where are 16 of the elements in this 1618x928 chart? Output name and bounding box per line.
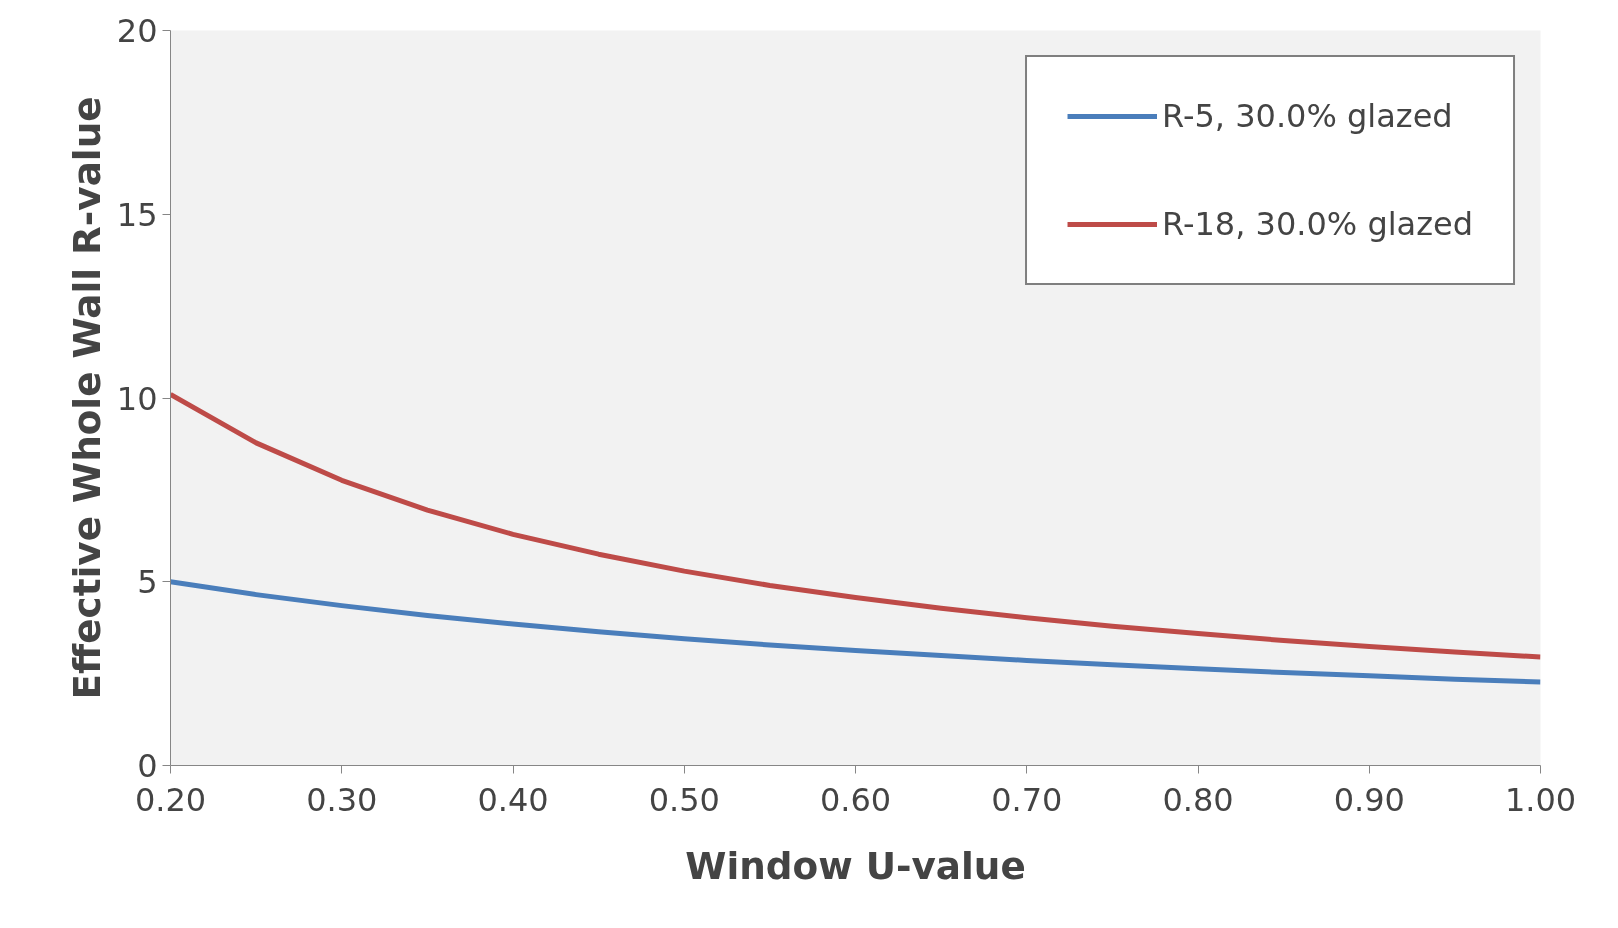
x-tick-label: 0.90 bbox=[1333, 780, 1405, 819]
x-tick-label: 0.50 bbox=[648, 780, 720, 819]
x-tick-label: 0.60 bbox=[819, 780, 892, 819]
x-tick-label: 0.40 bbox=[477, 780, 549, 819]
y-tick-label: 10 bbox=[116, 379, 158, 418]
y-tick-label: 15 bbox=[116, 195, 158, 234]
x-axis-title: Window U-value bbox=[685, 843, 1026, 888]
x-tick-label: 1.00 bbox=[1504, 780, 1577, 819]
x-tick-label: 0.30 bbox=[306, 780, 378, 819]
legend-label: R-5, 30.0% glazed bbox=[1162, 97, 1453, 135]
y-tick-label: 5 bbox=[137, 563, 158, 602]
legend-label: R-18, 30.0% glazed bbox=[1162, 205, 1473, 243]
y-axis-title: Effective Whole Wall R-value bbox=[64, 96, 109, 700]
x-tick-label: 0.80 bbox=[1162, 780, 1234, 819]
x-tick-label: 0.70 bbox=[991, 780, 1063, 819]
y-tick-label: 20 bbox=[116, 12, 158, 50]
